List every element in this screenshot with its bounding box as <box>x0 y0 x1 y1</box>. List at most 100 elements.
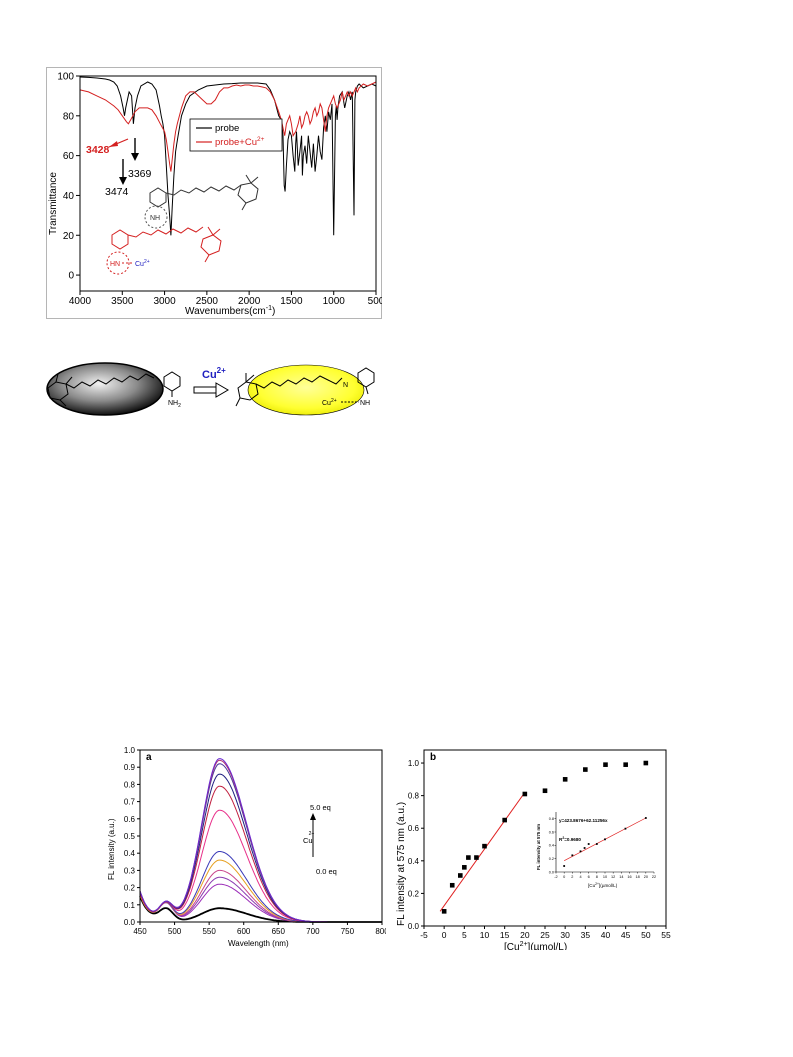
inset-r2: R2=0.9680 <box>559 836 581 842</box>
probe-nh2-label: NH <box>150 215 160 222</box>
b-x-ticks: -5 0 5 10 15 20 25 30 35 40 45 50 55 <box>420 926 671 940</box>
b-x-tick-label: 35 <box>581 930 591 940</box>
b-points-group <box>441 760 649 914</box>
b-x-tick-label: 5 <box>462 930 467 940</box>
b-x-tick-label: 25 <box>540 930 550 940</box>
b-x-tick-label: 45 <box>621 930 631 940</box>
b-y-tick-label: 1.0 <box>408 759 420 768</box>
b-data-point <box>583 767 588 772</box>
ir-x-ticks: 4000 3500 3000 2500 2000 1500 1000 500 <box>69 291 382 307</box>
ir-plot-frame <box>79 75 377 292</box>
b-data-point <box>458 873 463 878</box>
fl-annot-top: 5.0 eq <box>310 803 331 812</box>
inset-data-point <box>595 843 598 845</box>
fl-x-tick-label: 650 <box>272 927 286 936</box>
ir-y-axis-label: Transmittance <box>48 172 59 235</box>
ir-y-tick-label: 40 <box>63 191 75 202</box>
b-data-point <box>623 762 628 767</box>
inset-y-tick-label: 0.6 <box>549 830 554 834</box>
b-data-point <box>466 855 471 860</box>
b-y-tick-label: 0.4 <box>408 857 420 866</box>
fl-series-line-6 <box>139 809 382 923</box>
ir-y-tick-label: 60 <box>63 151 75 162</box>
probe-nh2-label: NH2 <box>168 400 181 409</box>
ir-spectrum-chart: 4000 3500 3000 2500 2000 1500 1000 500 100 80 60 4… <box>46 67 382 319</box>
annotation-3474-label: 3474 <box>105 186 129 198</box>
b-inset: -2 0 2 4 6 8 10 12 14 16 18 20 22 0.0 0.2 0.4 0.6 0.8 y=… <box>536 812 656 888</box>
b-data-point <box>474 855 479 860</box>
annotation-3428-label: 3428 <box>86 144 110 156</box>
fl-x-ticks: 450 500 550 600 650 700 750 800 <box>133 922 386 936</box>
complex-molecule <box>235 367 375 407</box>
annotation-3369-label: 3369 <box>128 168 152 180</box>
ir-x-tick-label: 1500 <box>280 296 303 307</box>
fl-annot-bottom: 0.0 eq <box>316 867 337 876</box>
probe-structure-drawing <box>144 174 259 229</box>
fl-x-tick-label: 550 <box>202 927 216 936</box>
fl-y-axis-label: FL intensity (a.u.) <box>107 818 116 880</box>
ir-x-tick-label: 500 <box>368 296 382 307</box>
inset-data-point <box>563 865 566 867</box>
ir-x-tick-label: 1000 <box>323 296 346 307</box>
b-x-tick-label: 55 <box>661 930 671 940</box>
complex-cu-label: Cu2+ <box>322 398 337 407</box>
inset-x-tick-label: 22 <box>652 875 656 879</box>
b-x-tick-label: 20 <box>520 930 530 940</box>
fl-x-tick-label: 800 <box>375 927 386 936</box>
fl-y-tick-label: 0.3 <box>124 866 136 875</box>
inset-data-point <box>587 843 590 845</box>
inset-x-tick-label: 0 <box>563 875 565 879</box>
inset-data-point <box>604 838 606 841</box>
b-x-axis-label: [Cu2+](µmol/L) <box>504 941 567 950</box>
ir-x-tick-label: 4000 <box>69 296 92 307</box>
ir-annotation-3474: 3474 <box>105 159 129 198</box>
reaction-reagent-label: Cu2+ <box>202 366 226 381</box>
fl-plot-frame <box>139 749 383 923</box>
inset-x-tick-label: 6 <box>588 875 590 879</box>
b-x-tick-label: -5 <box>420 930 428 940</box>
fl-y-tick-label: 0.1 <box>124 901 136 910</box>
complex-structure-drawing <box>106 226 222 275</box>
legend-label-probe-cu: probe+Cu2+ <box>215 136 265 148</box>
ir-annotation-3428: 3428 <box>86 138 129 156</box>
complex-cu-label: Cu2+ <box>135 259 150 268</box>
b-fit-group <box>439 792 526 912</box>
probe-gray-ellipse <box>46 362 164 416</box>
inset-y-tick-label: 0.2 <box>549 857 554 861</box>
b-x-tick-label: 10 <box>480 930 490 940</box>
b-data-point <box>542 788 548 794</box>
b-data-point <box>522 791 528 797</box>
ir-figure-frame <box>46 67 382 319</box>
fl-y-tick-label: 0.0 <box>124 918 136 927</box>
ir-x-tick-label: 2000 <box>238 296 261 307</box>
inset-y-tick-label: 0.4 <box>549 844 554 848</box>
inset-x-tick-label: 14 <box>619 875 623 879</box>
probe-nh2-dashed-circle <box>144 205 168 229</box>
fl-y-tick-label: 0.2 <box>124 884 136 893</box>
ir-series-group <box>79 76 377 236</box>
titration-chart: -5 0 5 10 15 20 25 30 35 40 45 50 55 0.00.20.40.60.8… <box>396 749 671 950</box>
b-data-point <box>462 865 467 870</box>
ir-y-tick-label: 0 <box>68 271 74 282</box>
b-y-tick-label: 0.8 <box>408 792 420 801</box>
fl-x-axis-label: Wavelength (nm) <box>228 939 289 948</box>
fl-y-tick-label: 0.6 <box>124 815 136 824</box>
legend-label-probe: probe <box>215 123 239 134</box>
inset-x-tick-label: 16 <box>627 875 631 879</box>
fl-y-tick-label: 0.9 <box>124 763 136 772</box>
fl-series-group <box>139 758 382 923</box>
inset-y-tick-label: 0.8 <box>549 817 554 821</box>
fl-series-line-5 <box>139 851 382 923</box>
fl-y-ticks: 0.0 0.1 0.2 0.3 0.4 0.5 0.6 0.7 0.8 0.9 1.0 <box>124 746 140 927</box>
fl-x-tick-label: 700 <box>306 927 320 936</box>
probe-molecule <box>47 371 181 407</box>
b-x-tick-label: 50 <box>641 930 651 940</box>
b-panel-label: b <box>430 752 436 763</box>
inset-data-point <box>583 847 586 849</box>
fl-y-tick-label: 0.4 <box>124 849 136 858</box>
complex-yellow-ellipse <box>247 364 365 416</box>
ir-x-tick-label: 3000 <box>153 296 176 307</box>
b-data-point <box>449 882 455 888</box>
fl-panel-label: a <box>146 752 152 763</box>
fl-spectra-chart: 450 500 550 600 650 700 750 800 0.0 0.1 0.2 0.3 0.4… <box>107 746 386 948</box>
